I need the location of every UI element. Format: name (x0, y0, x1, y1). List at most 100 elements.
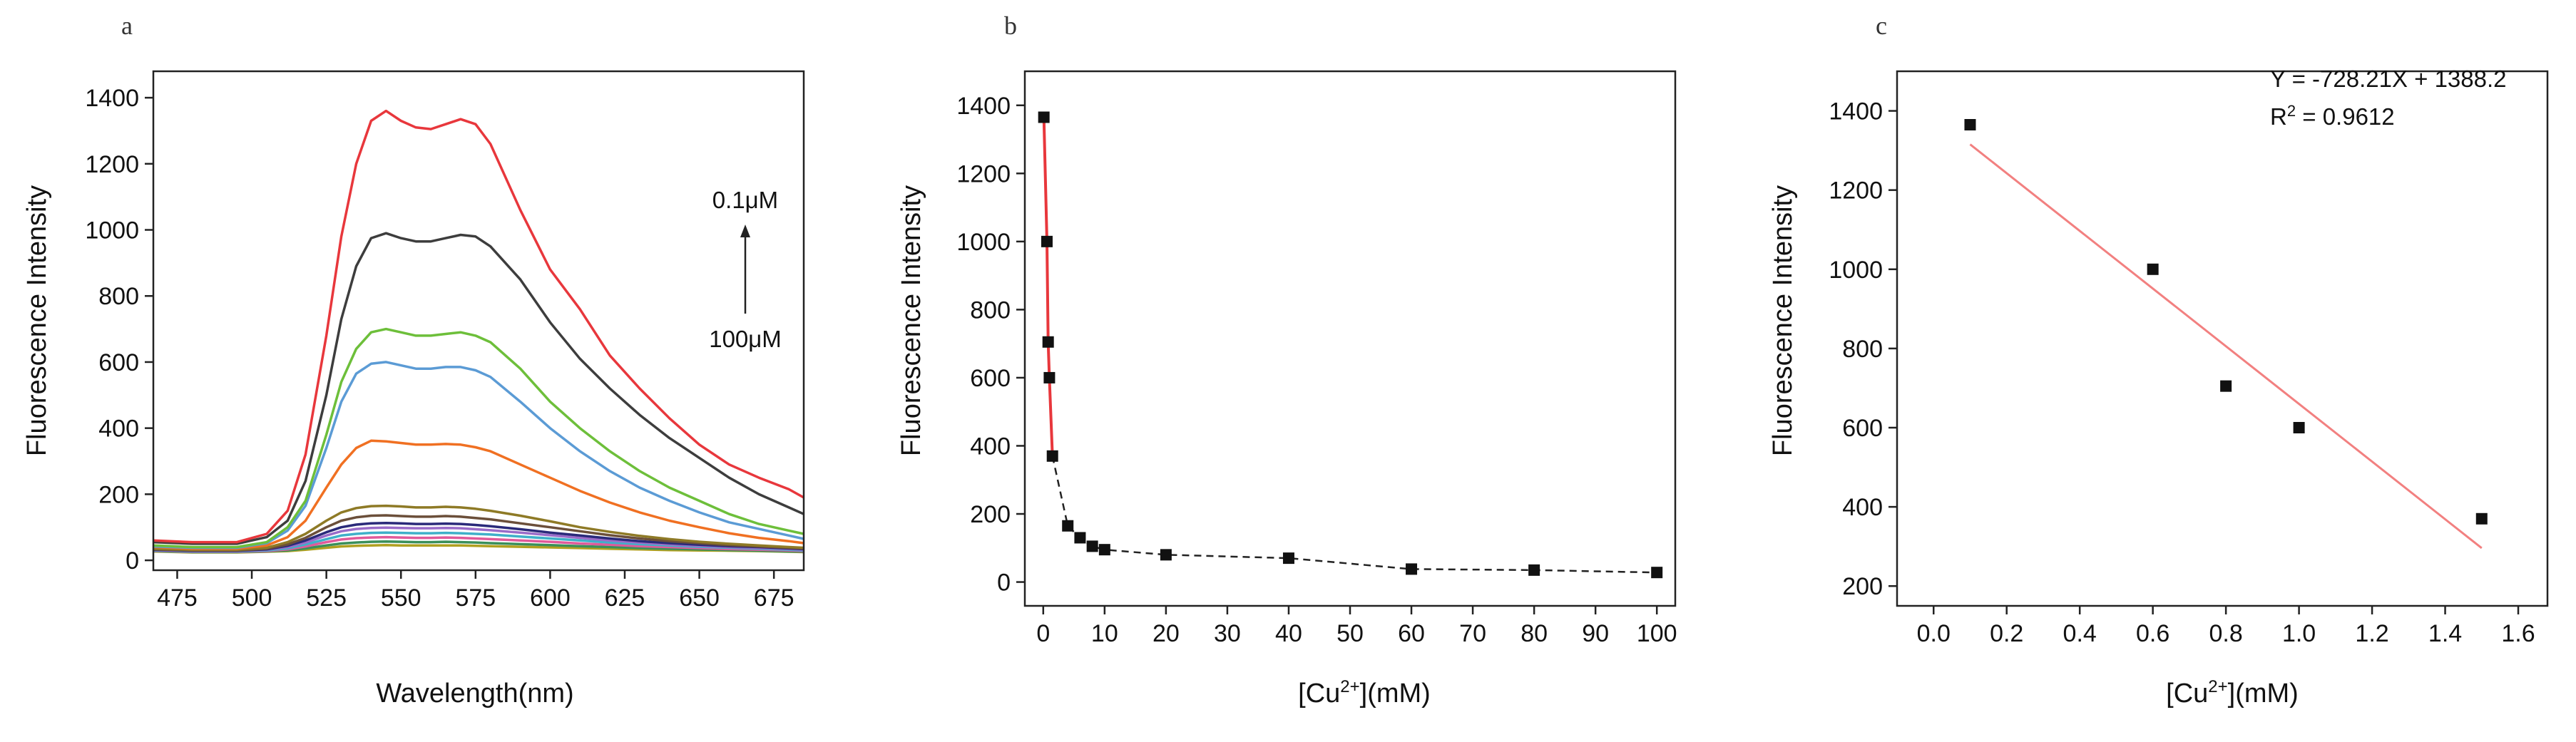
panel-c-y-tick-label: 800 (1842, 336, 1883, 363)
panel-a-x-tick-label: 500 (232, 584, 272, 612)
panel-a-y-tick-label: 1400 (85, 85, 139, 112)
panel-b-data-point (1406, 563, 1418, 575)
panel-b-x-axis-title: [Cu2+](mM) (1298, 677, 1431, 708)
panel-c-y-tick-label: 1200 (1829, 177, 1883, 205)
panel-c-data-point (2220, 380, 2232, 392)
panel-b-data-point (1038, 111, 1050, 123)
panel-b-x-axis-title-pre: [Cu (1298, 679, 1340, 708)
panel-b-x-tick-label: 50 (1336, 620, 1364, 647)
panel-c-x-axis-title-post: ](mM) (2228, 679, 2299, 708)
panel-a-x-tick-label: 575 (455, 584, 496, 612)
panel-b-x-tick-label: 90 (1582, 620, 1609, 647)
panel-a-spectrum-line (153, 109, 804, 544)
panel-a-x-tick-label: 675 (754, 584, 794, 612)
panel-b-x-tick-label: 20 (1152, 620, 1180, 647)
panel-b-y-tick-label: 200 (970, 501, 1011, 528)
panel-c-x-tick-label: 0.8 (2209, 620, 2242, 647)
panel-b-letter: b (1004, 11, 1017, 40)
panel-c-plot-frame (1896, 70, 2549, 607)
panel-a-spectrum-line (153, 439, 804, 550)
panel-c-series-group (1964, 119, 2488, 550)
panel-a-y-tick-label: 400 (98, 416, 139, 443)
panel-b-y-tick-label: 400 (970, 433, 1011, 460)
panel-b-series-group (1038, 111, 1663, 579)
panel-c-x-axis-title: [Cu2+](mM) (2166, 677, 2299, 708)
panel-a-annotation-bottom: 100μM (709, 326, 782, 352)
panel-c-data-point (1964, 119, 1976, 130)
panel-a-x-tick-label: 600 (530, 584, 571, 612)
panel-a-x-tick-label: 525 (306, 584, 347, 612)
panel-b-data-point (1098, 544, 1110, 556)
panel-c-x-axis-title-pre: [Cu (2166, 679, 2208, 708)
panel-b-x-tick-label: 40 (1275, 620, 1302, 647)
panel-b-x-axis-title-post: ](mM) (1360, 679, 1431, 708)
panel-b-data-point (1042, 336, 1054, 348)
panel-c-r-squared-pre: R (2270, 103, 2287, 130)
panel-c-x-tick-label: 0.4 (2063, 620, 2097, 647)
panel-c-x-tick-label: 1.4 (2428, 620, 2462, 647)
panel-b-x-tick-label: 0 (1036, 620, 1050, 647)
panel-c-x-tick-label: 1.2 (2355, 620, 2388, 647)
panel-b-chart: b Fluorescence Intensity [Cu2+](mM) 0 10 2… (896, 11, 1677, 708)
panel-a-spectrum-line (153, 504, 804, 552)
panel-b-x-tick-label: 100 (1637, 620, 1677, 647)
panel-b-x-tick-label: 10 (1091, 620, 1118, 647)
panel-a-x-axis-title: Wavelength(nm) (376, 679, 573, 708)
panel-c-letter: c (1876, 11, 1887, 40)
panel-c-fit-equation: Y = -728.21X + 1388.2 (2270, 66, 2507, 92)
panel-a-x-tick-label: 625 (605, 584, 645, 612)
panel-c-x-tick-label: 1.0 (2282, 620, 2316, 647)
panel-b-data-point (1074, 532, 1086, 544)
panel-a-spectrum-line (153, 540, 804, 554)
panel-c-y-tick-label: 600 (1842, 415, 1883, 442)
panel-c-data-point (2293, 422, 2305, 433)
panel-a-x-tick-label: 550 (381, 584, 421, 612)
panel-a-spectrum-line (153, 514, 804, 552)
panel-c-x-tick-label: 0.0 (1917, 620, 1951, 647)
panel-c-data-point (2475, 512, 2488, 525)
panel-b-dashed-trend-line (1051, 455, 1657, 574)
panel-a-y-tick-label: 1000 (85, 217, 139, 244)
panel-c-x-tick-label: 0.2 (1990, 620, 2023, 647)
panel-b-x-tick-label: 80 (1520, 620, 1548, 647)
panel-b-y-tick-label: 1400 (956, 93, 1011, 120)
panel-a-y-tick-label: 200 (98, 481, 139, 508)
panel-a-y-tick-label: 800 (98, 283, 139, 310)
panel-a-chart: a Fluorescence Intensity Wavelength(nm) … (22, 11, 805, 708)
panel-a-series-group (153, 109, 804, 554)
panel-c-x-tick-label: 0.6 (2136, 620, 2169, 647)
panel-b-red-fit-line (1042, 117, 1054, 456)
panel-b-y-tick-label: 800 (970, 297, 1011, 324)
panel-c-y-tick-label: 400 (1842, 494, 1883, 521)
panel-b-y-axis-title: Fluorescence Intensity (896, 185, 926, 456)
panel-b-x-tick-label: 60 (1398, 620, 1425, 647)
panel-a-spectrum-line (153, 361, 804, 550)
panel-c-x-tick-label: 1.6 (2501, 620, 2535, 647)
panel-a-x-tick-label: 650 (679, 584, 720, 612)
panel-b-data-point (1041, 235, 1053, 247)
panel-b-data-point (1160, 549, 1172, 561)
panel-a-y-tick-label: 1200 (85, 151, 139, 178)
panel-a-spectrum-line (153, 232, 804, 545)
panel-b-x-tick-label: 70 (1459, 620, 1486, 647)
panel-b-data-point (1282, 552, 1294, 565)
panel-a-annotation-top: 0.1μM (712, 187, 778, 213)
panel-b-data-point (1043, 371, 1056, 383)
panel-c-y-tick-label: 200 (1842, 573, 1883, 600)
panel-c-fit-line (1969, 143, 2483, 550)
panel-c-y-axis-title: Fluorescence Intensity (1768, 185, 1798, 456)
panel-c-data-point (2147, 263, 2159, 275)
panel-a-spectrum-line (153, 521, 804, 552)
panel-c-y-tick-label: 1000 (1829, 257, 1883, 284)
panel-b-data-point (1062, 520, 1074, 532)
panel-b-data-point (1651, 567, 1663, 579)
panel-a-y-tick-label: 0 (126, 547, 139, 574)
panel-c-y-tick-label: 1400 (1829, 98, 1883, 125)
panel-a-plot-frame (152, 70, 805, 572)
panel-c-r-squared: R2 = 0.9612 (2270, 102, 2395, 130)
panel-a-spectrum-line (153, 327, 804, 549)
panel-b-y-tick-label: 1200 (956, 160, 1011, 187)
panel-b-y-tick-label: 600 (970, 365, 1011, 392)
panel-a-x-tick-label: 475 (157, 584, 198, 612)
